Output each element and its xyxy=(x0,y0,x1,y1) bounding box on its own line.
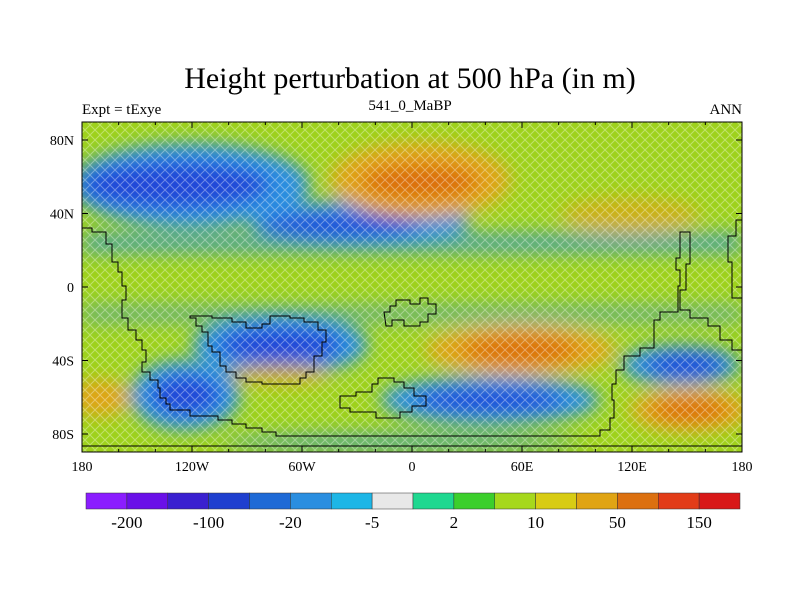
x-tick-label: 120W xyxy=(175,460,210,475)
colorbar-swatch xyxy=(535,492,577,510)
colorbar-label: 150 xyxy=(686,513,712,532)
colorbar-label: -20 xyxy=(279,513,302,532)
colorbar-swatch xyxy=(126,492,168,510)
x-tick-label: 0 xyxy=(409,460,416,475)
y-tick-label: 40S xyxy=(52,355,74,370)
case-label: 541_0_MaBP xyxy=(368,98,452,114)
y-tick-label: 80S xyxy=(52,428,74,443)
colorbar-swatch xyxy=(658,492,700,510)
x-tick-label: 120E xyxy=(617,460,647,475)
colorbar-swatch xyxy=(453,492,495,510)
colorbar-swatch xyxy=(249,492,291,510)
colorbar-label: 50 xyxy=(609,513,626,532)
colorbar: -200 -100 -20 -5 2 10 50 150 xyxy=(85,492,741,532)
colorbar-label: -100 xyxy=(193,513,224,532)
colorbar-label: -200 xyxy=(111,513,142,532)
colorbar-swatch xyxy=(208,492,250,510)
y-tick-label: 0 xyxy=(67,281,74,296)
colorbar-swatch xyxy=(576,492,618,510)
x-tick-label: 180 xyxy=(732,460,753,475)
colorbar-swatch xyxy=(412,492,455,510)
colorbar-swatch xyxy=(290,492,332,510)
stipple-lattice xyxy=(82,122,742,452)
y-tick-label: 80N xyxy=(50,134,74,149)
colorbar-label: -5 xyxy=(365,513,379,532)
x-tick-label: 60W xyxy=(288,460,316,475)
colorbar-swatch xyxy=(617,492,659,510)
colorbar-label: 2 xyxy=(450,513,459,532)
x-tick-label: 180 xyxy=(72,460,93,475)
experiment-label: Expt = tExye xyxy=(82,102,162,118)
y-tick-label: 40N xyxy=(50,208,74,223)
colorbar-swatch xyxy=(331,492,373,510)
longitude-axis: 180 120W 60W 0 60E 120E 180 xyxy=(72,122,753,475)
season-label: ANN xyxy=(709,102,743,118)
colorbar-swatch xyxy=(167,492,209,510)
map-title: Height perturbation at 500 hPa (in m) xyxy=(184,62,636,95)
colorbar-swatch xyxy=(698,492,741,510)
colorbar-swatch xyxy=(494,492,536,510)
colorbar-label: 10 xyxy=(527,513,544,532)
x-tick-label: 60E xyxy=(511,460,534,475)
contour-field xyxy=(82,122,742,452)
colorbar-swatch xyxy=(85,492,128,510)
colorbar-swatch xyxy=(371,492,414,510)
latitude-axis: 80N 40N 0 40S 80S xyxy=(50,134,742,443)
